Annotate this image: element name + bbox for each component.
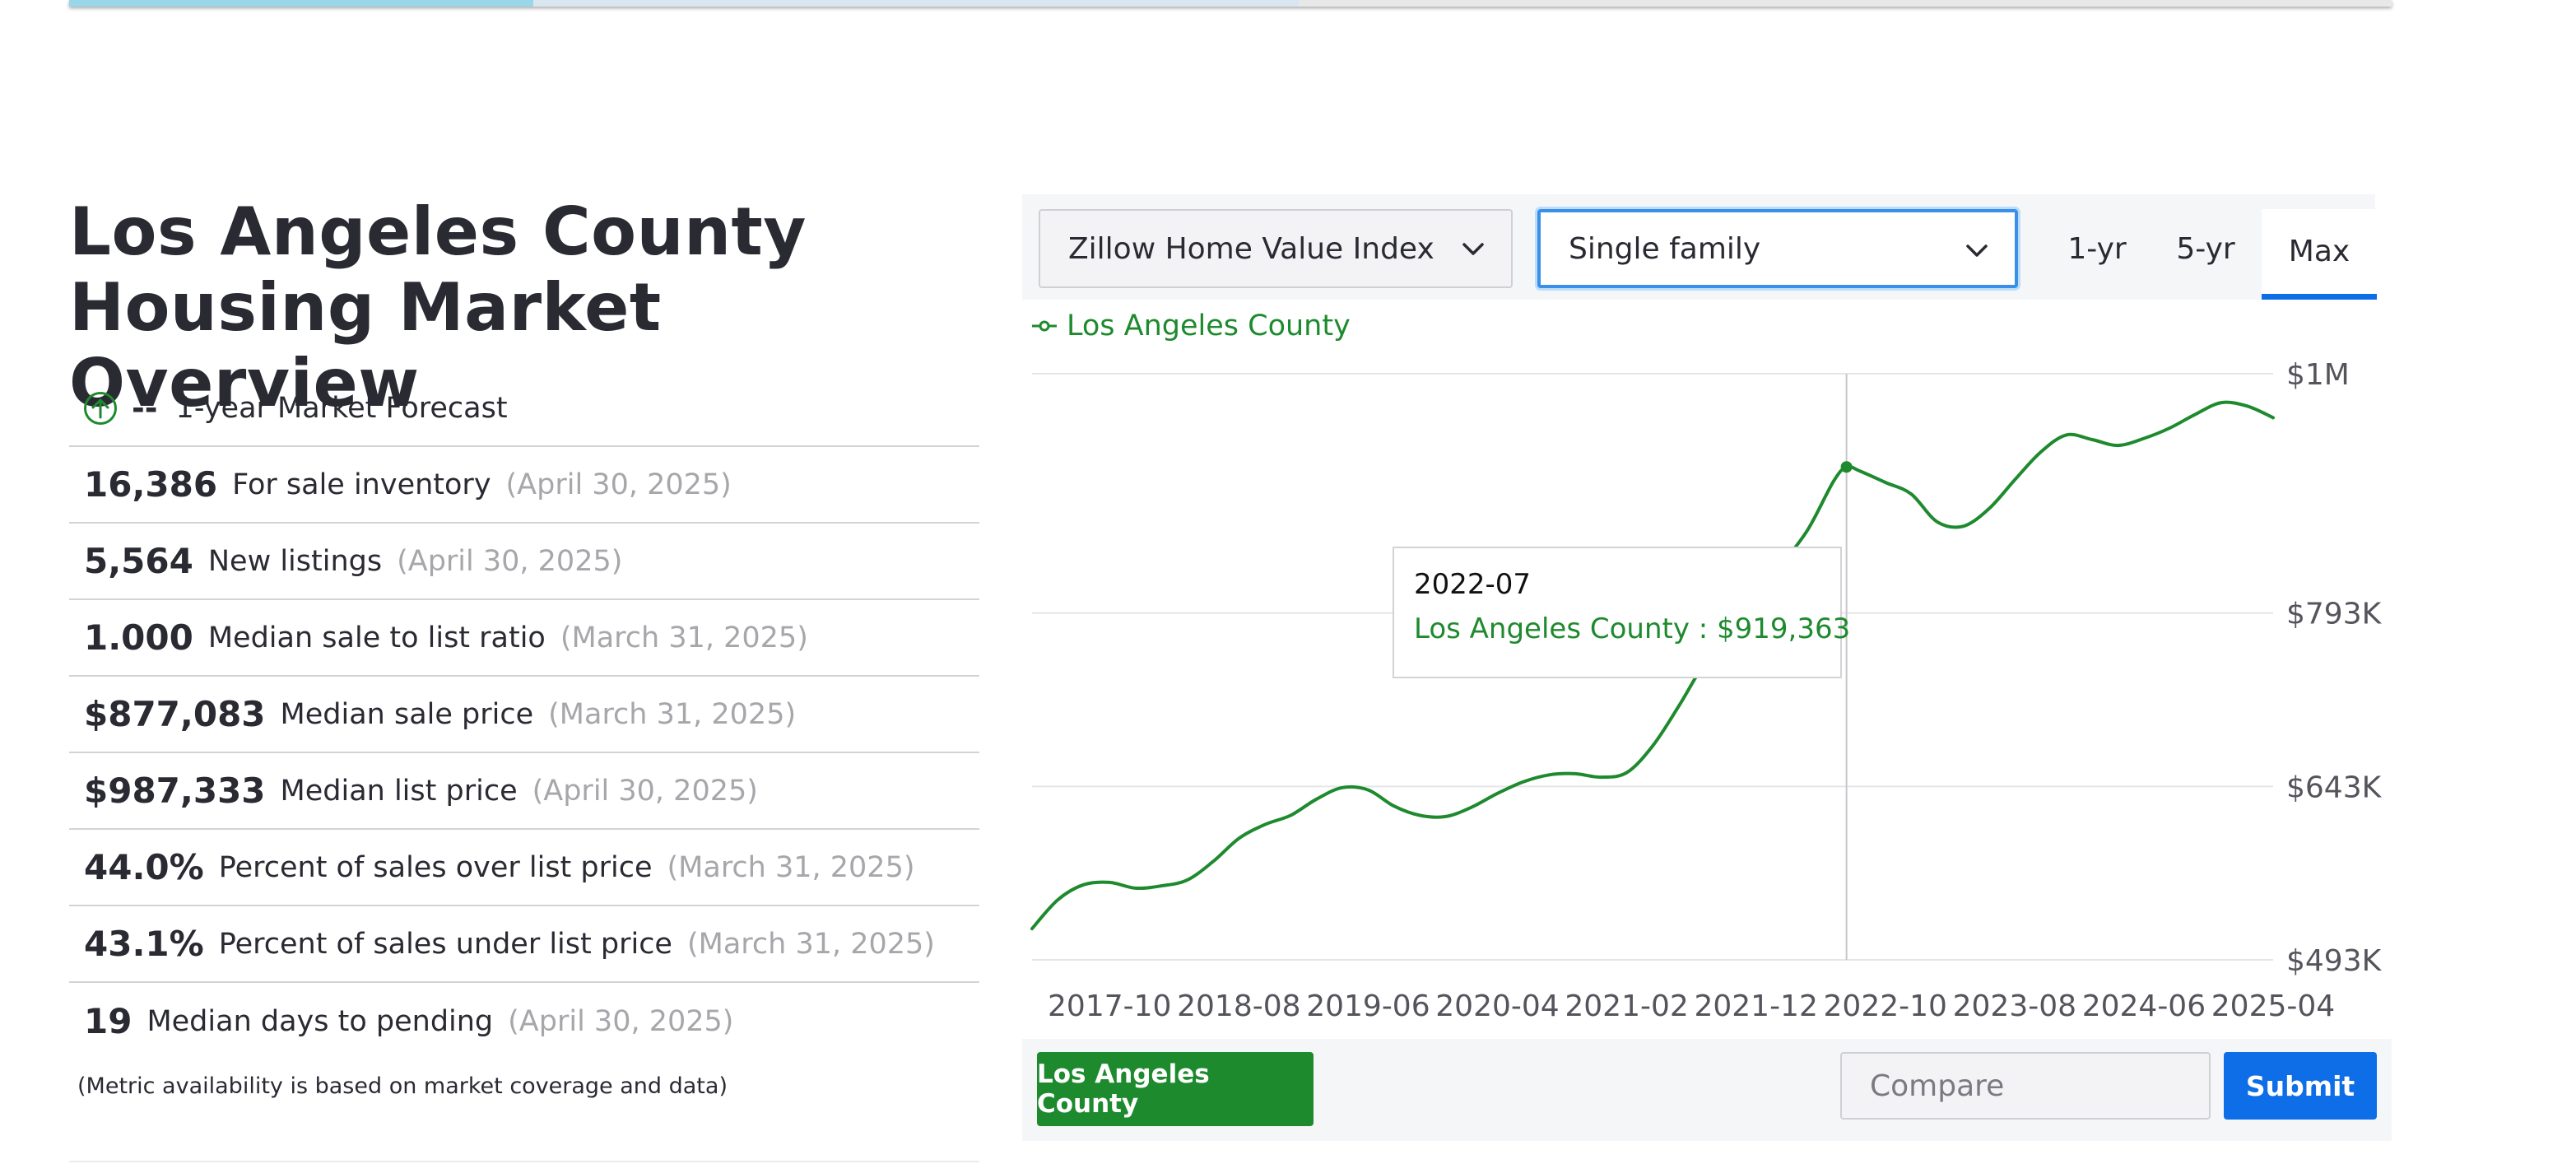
y-tick-label: $793K — [2286, 598, 2383, 631]
metric-value: $987,333 — [84, 771, 266, 811]
metric-date: (March 31, 2025) — [667, 850, 915, 884]
tab-5-yr[interactable]: 5-yr — [2176, 231, 2235, 266]
y-tick-label: $643K — [2286, 771, 2383, 804]
x-tick-label: 2023-08 — [1953, 989, 2076, 1021]
chevron-down-icon — [1966, 244, 1988, 257]
metric-value: 43.1% — [84, 924, 204, 964]
metric-date: (March 31, 2025) — [548, 697, 797, 731]
metric-value: 44.0% — [84, 847, 204, 887]
tab-1-yr[interactable]: 1-yr — [2067, 231, 2127, 266]
forecast-label: 1-year Market Forecast — [175, 391, 508, 425]
page-title: Los Angeles County Housing Market Overvi… — [69, 193, 807, 421]
arrow-up-circle-icon — [84, 391, 117, 425]
metric-value: $877,083 — [84, 694, 266, 734]
forecast-row: -- 1-year Market Forecast — [69, 370, 979, 447]
market-metrics-list: -- 1-year Market Forecast 16,386 For sale… — [69, 370, 979, 1059]
highlight-point — [1840, 461, 1853, 473]
y-tick-label: $1M — [2286, 358, 2350, 392]
metric-label: New listings — [207, 544, 383, 578]
metric-row: 19 Median days to pending (April 30, 2025) — [69, 983, 979, 1059]
metric-row: $987,333 Median list price (April 30, 2025… — [69, 753, 979, 830]
x-tick-label: 2024-06 — [2082, 989, 2206, 1021]
map-attribution-bar — [533, 0, 1299, 7]
compare-bar: Los Angeles County Submit — [1022, 1039, 2392, 1141]
metric-label: Median sale price — [280, 697, 534, 731]
legend-marker-icon — [1032, 320, 1057, 332]
chart-controls: Zillow Home Value Index Single family 1-… — [1022, 194, 2377, 300]
metric-date: (April 30, 2025) — [505, 468, 732, 501]
metric-date: (April 30, 2025) — [508, 1004, 734, 1038]
metric-footnote: (Metric availability is based on market … — [77, 1073, 728, 1099]
x-tick-label: 2022-10 — [1824, 989, 1947, 1021]
metric-label: Median sale to list ratio — [207, 621, 546, 654]
metric-select[interactable]: Zillow Home Value Index — [1039, 209, 1513, 288]
x-tick-label: 2018-08 — [1177, 989, 1300, 1021]
forecast-value: -- — [132, 389, 158, 426]
tab-max[interactable]: Max — [2262, 209, 2377, 300]
metric-date: (April 30, 2025) — [532, 774, 758, 808]
tooltip-date: 2022-07 — [1414, 568, 1532, 601]
metric-label: Median list price — [280, 774, 518, 808]
x-tick-label: 2025-04 — [2211, 989, 2335, 1021]
metric-label: Percent of sales over list price — [218, 850, 653, 884]
metric-row: 1.000 Median sale to list ratio (March 31,… — [69, 600, 979, 677]
x-tick-label: 2017-10 — [1048, 989, 1171, 1021]
chart-tooltip: 2022-07 Los Angeles County : $919,363 — [1393, 547, 1851, 678]
metric-row: 43.1% Percent of sales under list price (M… — [69, 906, 979, 983]
metric-value: 19 — [84, 1001, 133, 1041]
metric-value: 5,564 — [84, 541, 193, 581]
metric-select-value: Zillow Home Value Index — [1068, 231, 1434, 266]
x-tick-label: 2021-02 — [1565, 989, 1688, 1021]
metric-date: (April 30, 2025) — [397, 544, 623, 578]
metric-row: $877,083 Median sale price (March 31, 2025… — [69, 677, 979, 753]
metric-value: 1.000 — [84, 617, 193, 658]
metric-label: Percent of sales under list price — [218, 927, 672, 961]
metric-row: 16,386 For sale inventory (April 30, 2025) — [69, 447, 979, 524]
x-tick-label: 2019-06 — [1306, 989, 1430, 1021]
chevron-down-icon — [1462, 243, 1484, 255]
metric-value: 16,386 — [84, 464, 218, 505]
metric-label: For sale inventory — [232, 468, 491, 501]
divider — [69, 1161, 979, 1162]
metric-date: (March 31, 2025) — [560, 621, 808, 654]
x-tick-label: 2020-04 — [1435, 989, 1559, 1021]
home-type-select-value: Single family — [1569, 231, 1761, 266]
series-line — [1030, 400, 2275, 931]
x-tick-label: 2021-12 — [1694, 989, 1817, 1021]
y-tick-label: $493K — [2286, 944, 2383, 978]
submit-button[interactable]: Submit — [2224, 1052, 2377, 1120]
map-attribution-strip — [69, 0, 2392, 7]
chart-legend: Los Angeles County — [1032, 310, 1351, 342]
metric-row: 5,564 New listings (April 30, 2025) — [69, 524, 979, 600]
metric-row: 44.0% Percent of sales over list price (Ma… — [69, 830, 979, 906]
home-type-select[interactable]: Single family — [1537, 209, 2018, 288]
metric-label: Median days to pending — [146, 1004, 494, 1038]
legend-label: Los Angeles County — [1067, 310, 1351, 342]
metric-date: (March 31, 2025) — [686, 927, 935, 961]
map-tile-area — [69, 0, 533, 7]
tooltip-value: Los Angeles County : $919,363 — [1414, 612, 1851, 645]
region-chip-button[interactable]: Los Angeles County — [1037, 1052, 1314, 1126]
compare-input[interactable] — [1840, 1052, 2211, 1120]
